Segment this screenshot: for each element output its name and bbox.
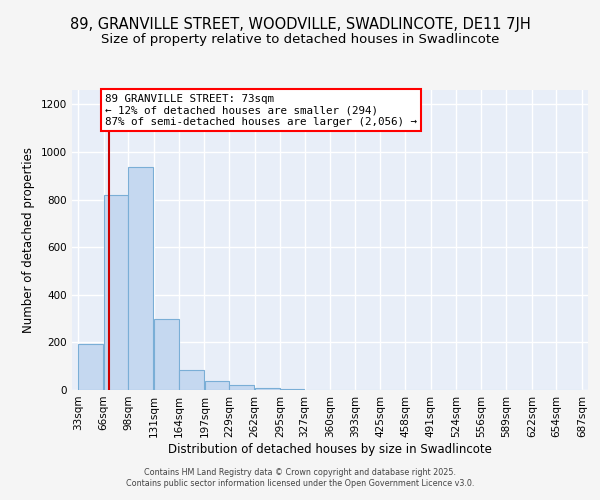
Text: 89, GRANVILLE STREET, WOODVILLE, SWADLINCOTE, DE11 7JH: 89, GRANVILLE STREET, WOODVILLE, SWADLIN… bbox=[70, 18, 530, 32]
Bar bbox=[154, 318, 179, 390]
Bar bbox=[104, 195, 128, 390]
X-axis label: Distribution of detached houses by size in Swadlincote: Distribution of detached houses by size … bbox=[168, 442, 492, 456]
Bar bbox=[280, 389, 304, 390]
Bar bbox=[205, 381, 229, 390]
Bar bbox=[179, 370, 204, 390]
Y-axis label: Number of detached properties: Number of detached properties bbox=[22, 147, 35, 333]
Text: 89 GRANVILLE STREET: 73sqm
← 12% of detached houses are smaller (294)
87% of sem: 89 GRANVILLE STREET: 73sqm ← 12% of deta… bbox=[105, 94, 417, 127]
Bar bbox=[255, 388, 280, 390]
Text: Contains HM Land Registry data © Crown copyright and database right 2025.
Contai: Contains HM Land Registry data © Crown c… bbox=[126, 468, 474, 487]
Text: Size of property relative to detached houses in Swadlincote: Size of property relative to detached ho… bbox=[101, 32, 499, 46]
Bar bbox=[229, 385, 254, 390]
Bar bbox=[128, 168, 154, 390]
Bar bbox=[79, 344, 103, 390]
